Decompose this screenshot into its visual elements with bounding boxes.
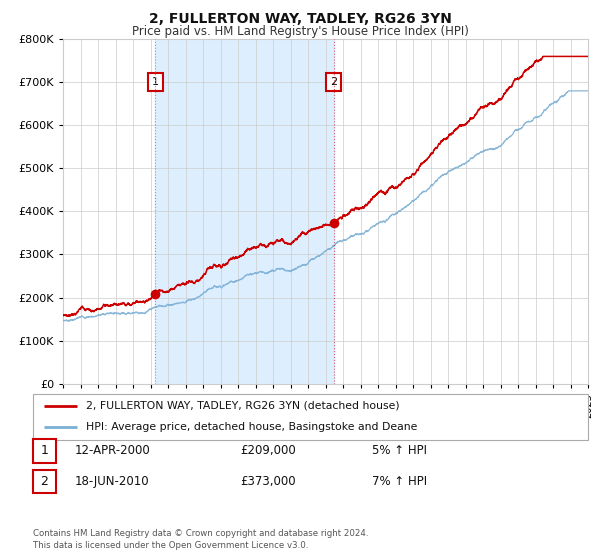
Text: 5% ↑ HPI: 5% ↑ HPI <box>372 444 427 458</box>
Text: Contains HM Land Registry data © Crown copyright and database right 2024.: Contains HM Land Registry data © Crown c… <box>33 529 368 538</box>
Text: 2, FULLERTON WAY, TADLEY, RG26 3YN (detached house): 2, FULLERTON WAY, TADLEY, RG26 3YN (deta… <box>86 400 400 410</box>
Text: 7% ↑ HPI: 7% ↑ HPI <box>372 475 427 488</box>
Text: 12-APR-2000: 12-APR-2000 <box>75 444 151 458</box>
Text: 1: 1 <box>152 77 159 87</box>
Text: £373,000: £373,000 <box>240 475 296 488</box>
Text: 2: 2 <box>40 475 49 488</box>
Text: HPI: Average price, detached house, Basingstoke and Deane: HPI: Average price, detached house, Basi… <box>86 422 417 432</box>
Text: 2: 2 <box>330 77 337 87</box>
Text: 18-JUN-2010: 18-JUN-2010 <box>75 475 149 488</box>
Text: £209,000: £209,000 <box>240 444 296 458</box>
Bar <box>155 39 334 384</box>
Text: This data is licensed under the Open Government Licence v3.0.: This data is licensed under the Open Gov… <box>33 541 308 550</box>
Text: Price paid vs. HM Land Registry's House Price Index (HPI): Price paid vs. HM Land Registry's House … <box>131 25 469 38</box>
Text: 2, FULLERTON WAY, TADLEY, RG26 3YN: 2, FULLERTON WAY, TADLEY, RG26 3YN <box>149 12 451 26</box>
Text: 1: 1 <box>40 444 49 458</box>
